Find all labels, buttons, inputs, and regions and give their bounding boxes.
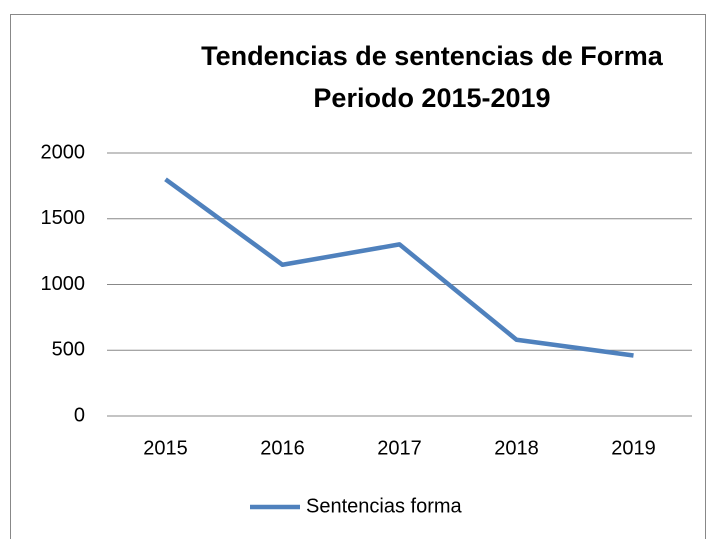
x-tick-label: 2018 xyxy=(494,437,539,459)
y-tick-label: 1500 xyxy=(41,207,86,229)
y-tick-label: 0 xyxy=(74,404,85,426)
legend-label: Sentencias forma xyxy=(306,495,463,517)
y-tick-label: 500 xyxy=(52,339,85,361)
data-line xyxy=(164,177,634,358)
y-tick-label: 2000 xyxy=(41,141,86,163)
chart-title: Periodo 2015-2019 xyxy=(313,83,550,113)
x-tick-label: 2016 xyxy=(260,437,305,459)
x-tick-label: 2019 xyxy=(611,437,656,459)
chart-frame xyxy=(10,14,706,539)
y-tick-label: 1000 xyxy=(41,273,86,295)
chart-title: Tendencias de sentencias de Forma xyxy=(201,41,664,71)
x-tick-label: 2015 xyxy=(143,437,188,459)
x-tick-label: 2017 xyxy=(377,437,422,459)
